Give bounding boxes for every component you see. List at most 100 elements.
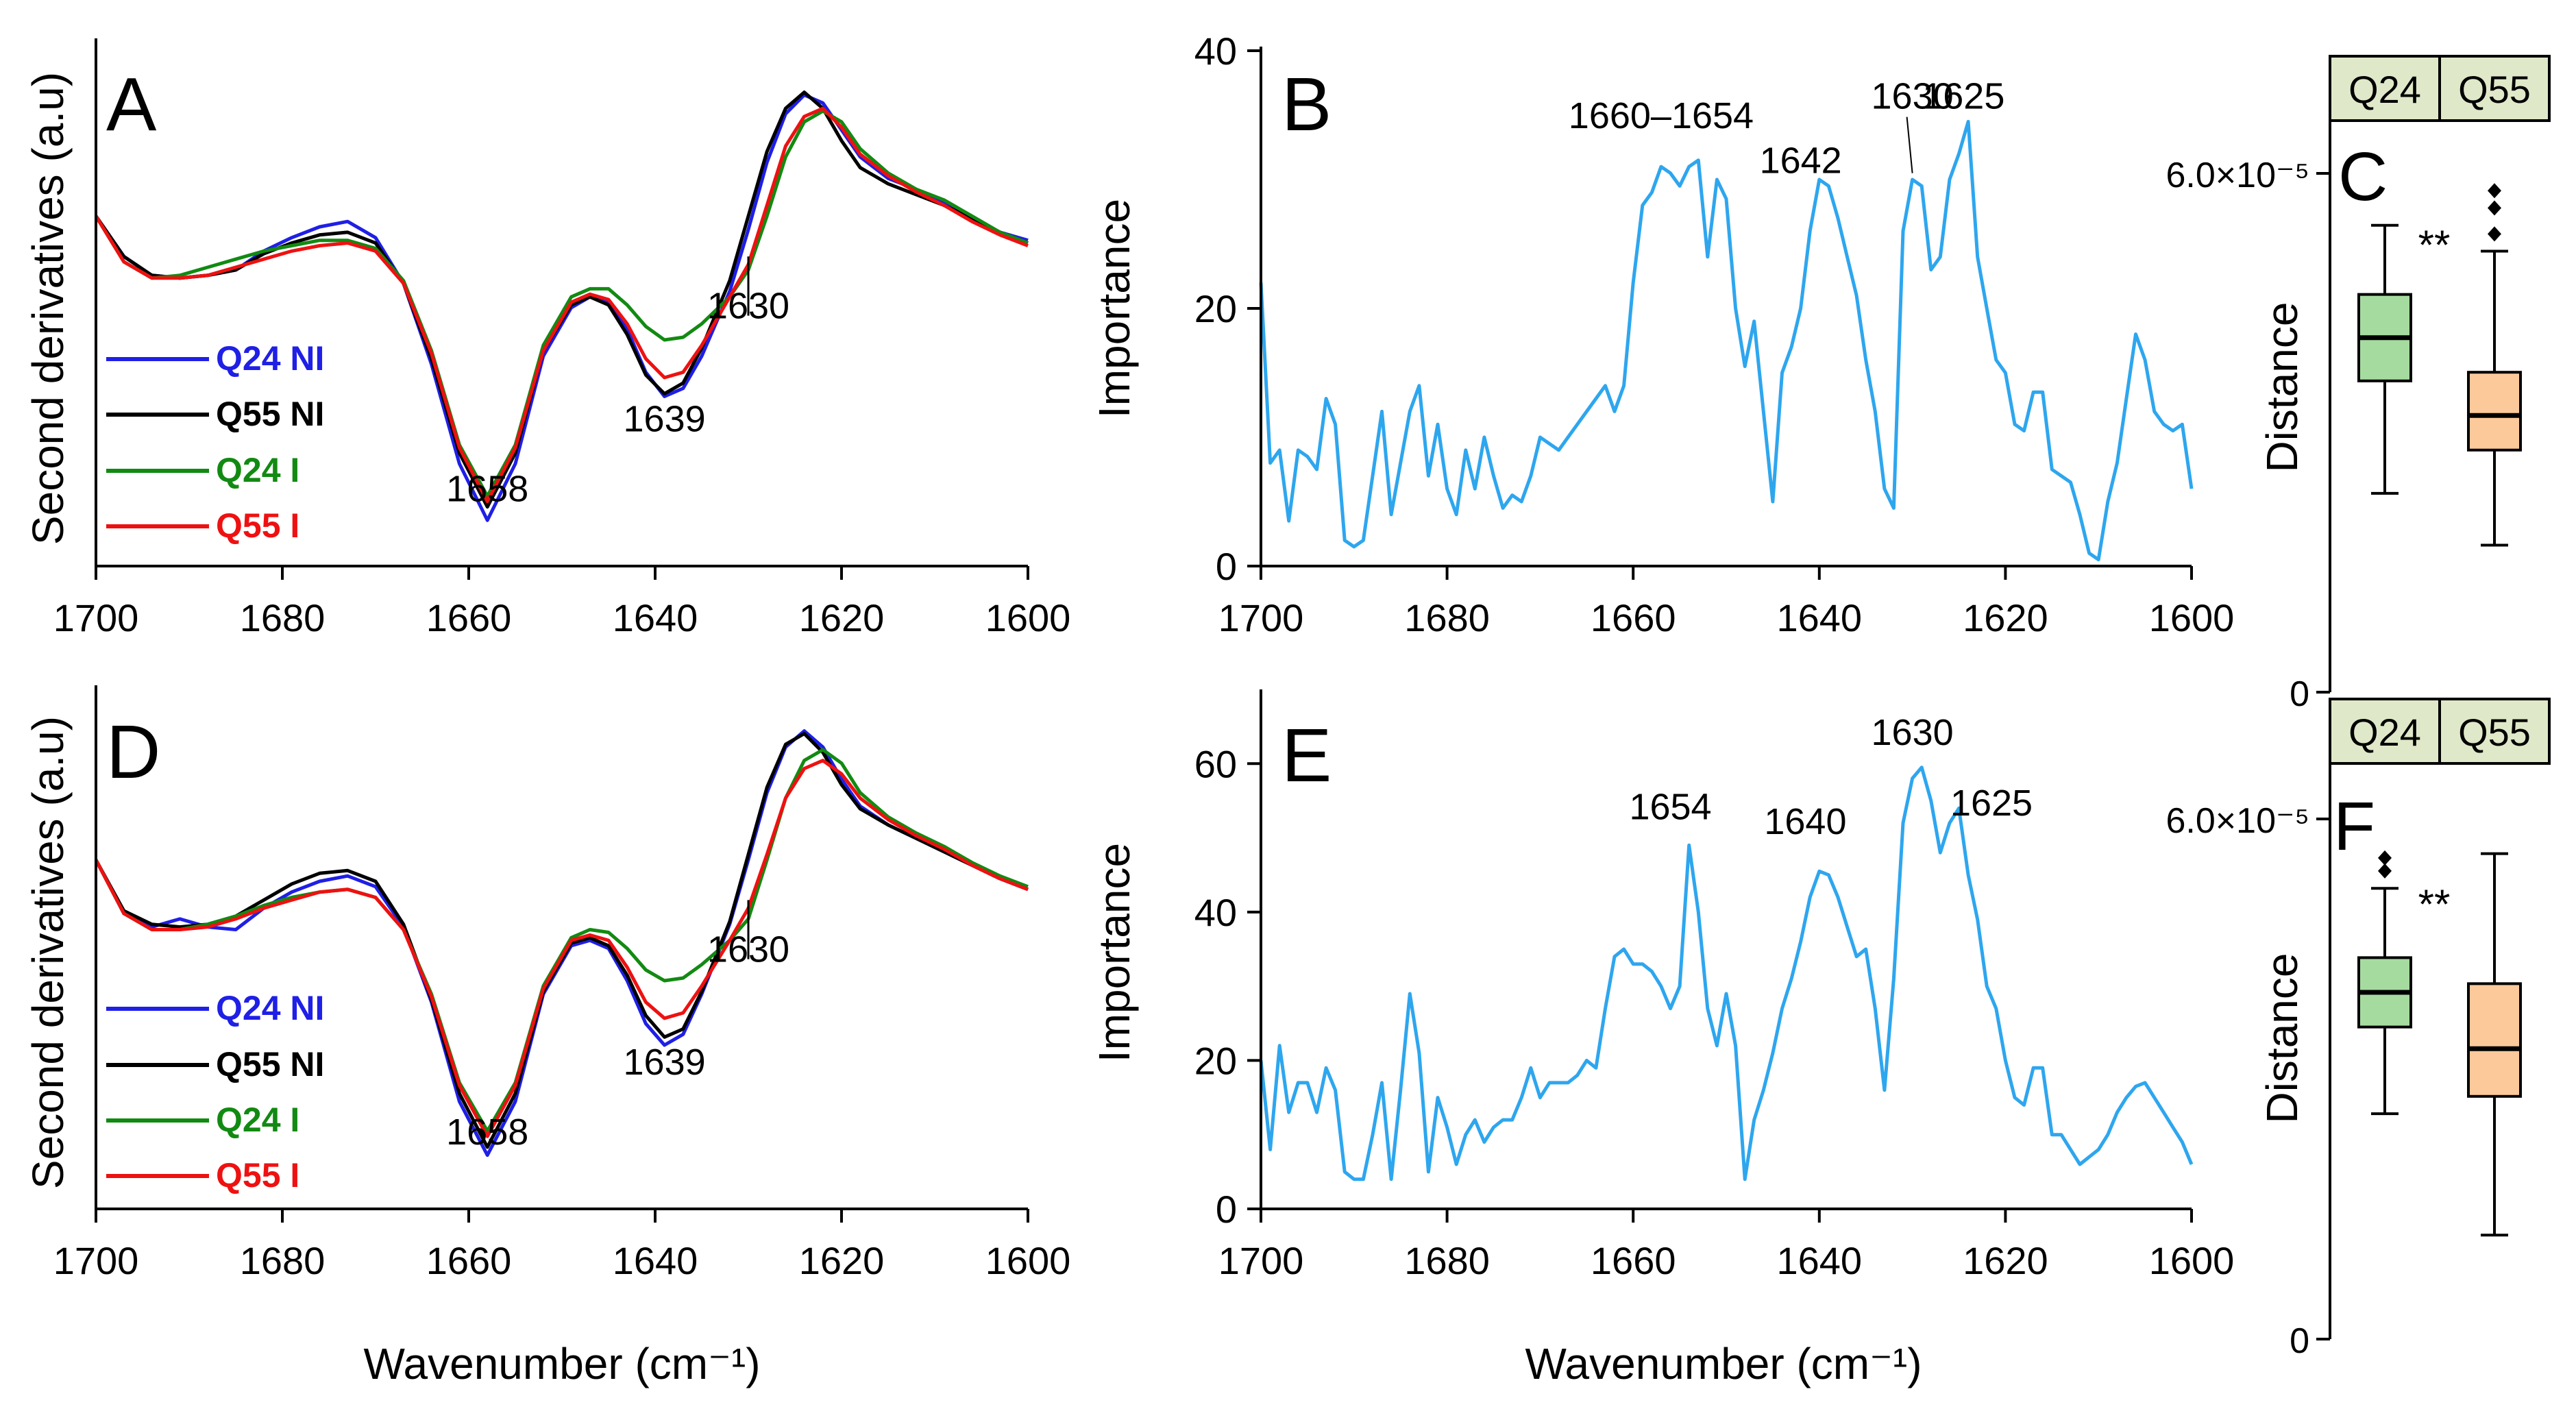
panel-b: 1700 1680 1660 1640 1620 1600 0 20 40 1660–1654… [1090,29,2234,639]
box-q55-c-outlier [2488,183,2501,199]
series-line-d-q55-i [94,759,1029,1138]
x-tick-label: 1640 [1777,596,1863,639]
legend-label-q24-ni-d: Q24 NI [216,989,324,1027]
x-tick-label: 1640 [1777,1239,1863,1282]
legend-q55-f: Q55 [2458,711,2531,754]
box-q55-c [2467,371,2522,452]
panel-label-a: A [106,62,157,147]
panel-label-f: F [2333,788,2375,865]
x-tick-label: 1660 [426,596,512,639]
x-tick-label: 1680 [1404,1239,1490,1282]
x-tick-label: 1660 [426,1239,512,1282]
series-line-a-q55-i [94,106,1029,504]
box-q24-f-outlier [2378,850,2392,866]
legend-q55-c: Q55 [2458,68,2531,111]
y-tick-label: 40 [1194,29,1237,73]
y-axis-title-b: Importance [1090,199,1139,418]
x-tick-label: 1700 [53,596,139,639]
y-tick-label: 0 [2290,674,2309,714]
panel-f: Q24 Q55 0 6.0×10⁻⁵ F ** Distance [2166,698,2551,1361]
y-tick-label: 20 [1194,287,1237,330]
panel-a: 1700 1680 1660 1640 1620 1600 1658 1639 1630 Q2… [23,38,1070,639]
peak-annotation: 1640 [1764,801,1846,842]
x-tick-label: 1640 [613,596,698,639]
peak-annotation: 1642 [1760,140,1842,182]
y-tick-label: 6.0×10⁻⁵ [2166,156,2310,195]
x-tick-label: 1700 [53,1239,139,1282]
y-axis-title-d: Second derivatives (a.u) [23,716,73,1189]
legend-label-q55-i: Q55 I [216,506,299,545]
box-q24-f-outlier [2378,863,2392,879]
panel-label-b: B [1281,62,1332,147]
panel-e: 1700 1680 1660 1640 1620 1600 0 20 40 60 1654 164… [1090,689,2234,1388]
annotation-leader-line [1906,117,1913,173]
x-axis-title-e: Wavenumber (cm⁻¹) [1525,1339,1922,1388]
legend-label-q55-ni-d: Q55 NI [216,1045,324,1083]
y-axis-title-c: Distance [2257,302,2307,473]
series-line-a-q55-ni [94,90,1029,509]
panel-c: Q24 Q55 0 6.0×10⁻⁵ C ** Distance [2166,55,2551,714]
x-tick-label: 1680 [1404,596,1490,639]
significance-c: ** [2418,222,2451,268]
y-axis-title-a: Second derivatives (a.u) [23,72,73,545]
series-line-d-q55-ni [94,732,1029,1149]
peak-annotation: 1639 [624,1042,706,1083]
y-axis-title-e: Importance [1090,843,1139,1062]
peak-annotation: 1630 [707,929,789,970]
x-tick-label: 1620 [799,596,885,639]
legend-header-q55-c [2438,55,2551,122]
x-tick-label: 1620 [799,1239,885,1282]
legend-label-q55-i-d: Q55 I [216,1156,299,1194]
x-tick-label: 1640 [613,1239,698,1282]
panel-label-c: C [2338,138,2388,215]
x-tick-label: 1600 [2149,596,2235,639]
peak-annotation: 1658 [446,1112,528,1153]
legend-header-q24-f [2329,698,2441,765]
panel-label-e: E [1281,713,1332,798]
y-tick-label: 0 [2290,1321,2309,1361]
x-tick-label: 1620 [1963,1239,2048,1282]
y-tick-label: 20 [1194,1039,1237,1082]
peak-annotation: 1630 [1872,76,1954,117]
legend-header-q24-c [2329,55,2441,122]
x-tick-label: 1660 [1591,1239,1676,1282]
legend-label-q55-ni: Q55 NI [216,395,324,433]
box-q55-c-outlier [2488,200,2501,216]
x-tick-label: 1680 [240,596,326,639]
legend-label-q24-i: Q24 I [216,451,299,489]
peak-annotation: 1625 [1922,76,2004,117]
x-tick-label: 1660 [1591,596,1676,639]
legend-header-q55-f [2438,698,2551,765]
legend-label-q24-ni: Q24 NI [216,339,324,378]
peak-annotation: 1658 [446,469,528,510]
y-tick-label: 0 [1216,545,1237,588]
y-axis-title-f: Distance [2257,953,2307,1124]
y-tick-label: 60 [1194,742,1237,785]
peak-annotation: 1660–1654 [1569,95,1754,136]
legend-label-q24-i-d: Q24 I [216,1101,299,1139]
legend-q24-c: Q24 [2348,68,2421,111]
peak-annotation: 1630 [1872,712,1954,753]
x-tick-label: 1680 [240,1239,326,1282]
series-line-b-importance [1259,119,2194,562]
peak-annotation: 1654 [1629,787,1711,828]
panel-label-d: D [106,710,160,794]
peak-annotation: 1625 [1950,783,2033,824]
peak-annotation: 1630 [707,286,789,327]
box-q55-f [2467,982,2522,1098]
box-q55-c-outlier [2488,226,2501,242]
series-line-e-importance [1259,765,2194,1181]
peak-annotation: 1639 [624,399,706,440]
x-tick-label: 1700 [1218,596,1304,639]
x-tick-label: 1600 [2149,1239,2235,1282]
legend-q24-f: Q24 [2348,711,2421,754]
x-axis-title-d: Wavenumber (cm⁻¹) [363,1339,760,1388]
x-tick-label: 1600 [985,596,1071,639]
panel-d: 1700 1680 1660 1640 1620 1600 1658 1639 1630 Q2… [23,685,1070,1388]
y-tick-label: 0 [1216,1188,1237,1231]
x-tick-label: 1600 [985,1239,1071,1282]
series-line-d-q24-i [94,748,1029,1133]
y-tick-label: 6.0×10⁻⁵ [2166,801,2310,841]
series-line-a-q24-i [94,109,1029,498]
series-line-d-q24-ni [94,729,1029,1157]
